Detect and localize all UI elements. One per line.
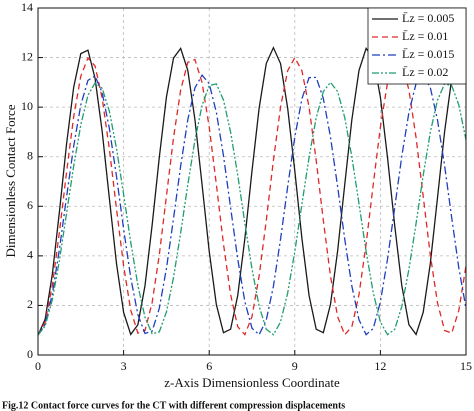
y-tick-label: 0 <box>27 347 33 361</box>
y-tick-label: 8 <box>27 148 33 162</box>
x-tick-label: 15 <box>460 359 472 373</box>
x-tick-label: 3 <box>121 359 127 373</box>
series-line <box>38 81 466 336</box>
legend-box <box>367 7 467 85</box>
y-tick-label: 6 <box>27 198 33 212</box>
x-tick-label: 9 <box>292 359 298 373</box>
y-tick-label: 4 <box>27 248 33 262</box>
series-line <box>38 56 466 336</box>
y-tick-label: 2 <box>27 297 33 311</box>
series-line <box>38 74 466 336</box>
y-tick-label: 14 <box>21 0 33 14</box>
x-axis-label: z-Axis Dimensionless Coordinate <box>164 375 340 390</box>
x-tick-label: 0 <box>35 359 41 373</box>
caption: Fig.12 Contact force curves for the CT w… <box>2 400 345 411</box>
series-line <box>38 46 466 336</box>
legend-label: L̄z = 0.02 <box>402 65 448 79</box>
legend-label: L̄z = 0.01 <box>402 29 448 43</box>
plot-frame <box>37 7 467 356</box>
y-tick-label: 12 <box>21 49 33 63</box>
legend-label: L̄z = 0.005 <box>402 11 454 25</box>
legend-label: L̄z = 0.015 <box>402 47 454 61</box>
x-tick-label: 12 <box>374 359 386 373</box>
x-tick-label: 6 <box>206 359 212 373</box>
y-tick-label: 10 <box>21 99 33 113</box>
y-axis-label: Dimensionless Contact Force <box>3 104 18 257</box>
